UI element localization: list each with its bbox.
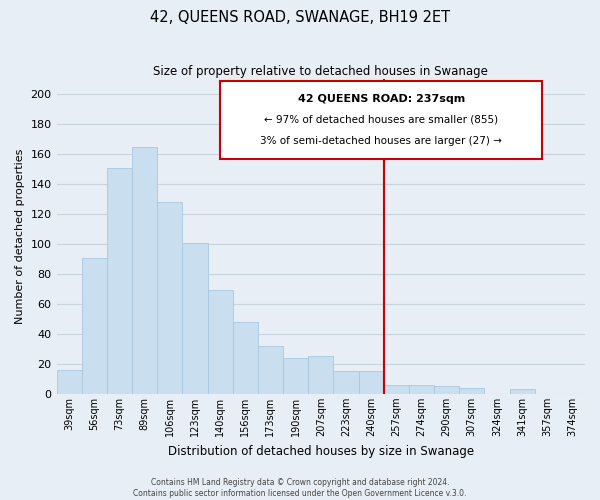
Bar xyxy=(409,385,434,394)
Bar xyxy=(383,385,409,394)
Text: 42 QUEENS ROAD: 237sqm: 42 QUEENS ROAD: 237sqm xyxy=(298,94,465,104)
Bar xyxy=(434,386,459,394)
Bar xyxy=(459,388,484,394)
Bar xyxy=(283,358,308,394)
Y-axis label: Number of detached properties: Number of detached properties xyxy=(15,149,25,324)
Bar xyxy=(82,258,107,394)
Bar xyxy=(334,372,359,394)
Bar xyxy=(359,372,383,394)
Bar xyxy=(308,356,334,394)
Text: 42, QUEENS ROAD, SWANAGE, BH19 2ET: 42, QUEENS ROAD, SWANAGE, BH19 2ET xyxy=(150,10,450,25)
Title: Size of property relative to detached houses in Swanage: Size of property relative to detached ho… xyxy=(154,65,488,78)
Bar xyxy=(258,346,283,394)
Bar xyxy=(157,202,182,394)
Bar xyxy=(233,322,258,394)
Bar xyxy=(107,168,132,394)
Text: ← 97% of detached houses are smaller (855): ← 97% of detached houses are smaller (85… xyxy=(264,114,498,124)
Bar xyxy=(56,370,82,394)
X-axis label: Distribution of detached houses by size in Swanage: Distribution of detached houses by size … xyxy=(168,444,474,458)
Bar xyxy=(182,242,208,394)
Bar xyxy=(208,290,233,394)
Text: 3% of semi-detached houses are larger (27) →: 3% of semi-detached houses are larger (2… xyxy=(260,136,502,145)
Bar xyxy=(132,146,157,394)
Text: Contains HM Land Registry data © Crown copyright and database right 2024.
Contai: Contains HM Land Registry data © Crown c… xyxy=(133,478,467,498)
FancyBboxPatch shape xyxy=(220,80,542,158)
Bar xyxy=(509,390,535,394)
